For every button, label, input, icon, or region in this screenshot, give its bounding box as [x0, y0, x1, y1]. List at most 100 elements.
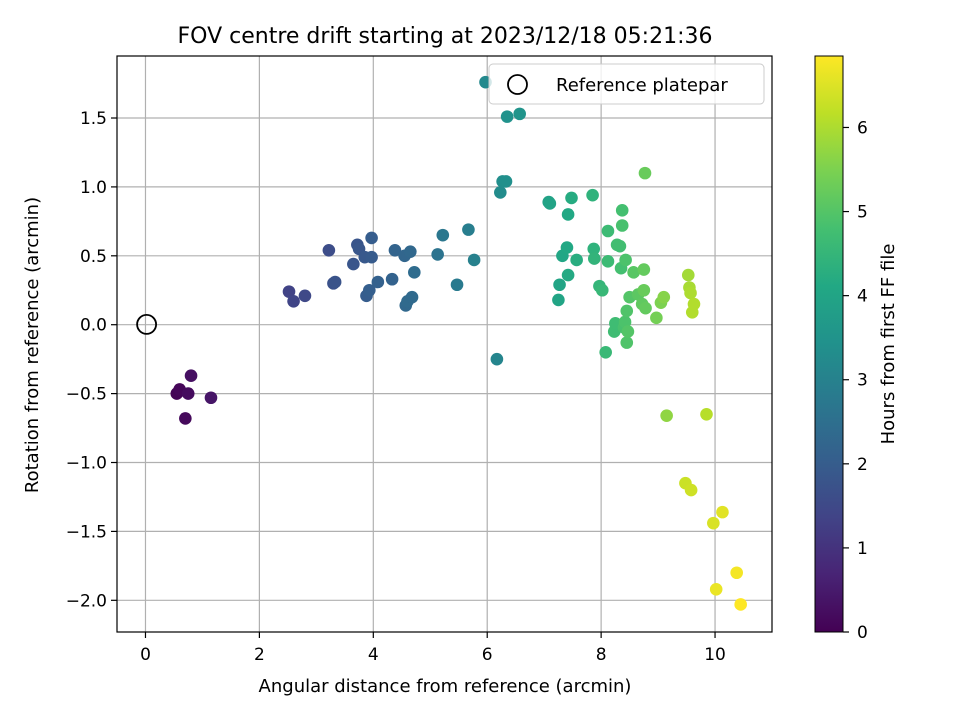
colorbar: 0 1 2 3 4 5 6 Hours from first FF file: [814, 55, 899, 643]
grid-lines: [117, 56, 772, 632]
data-point: [404, 245, 417, 258]
reference-point-marker: [136, 313, 158, 335]
y-tick-label: 0.0: [80, 316, 107, 336]
data-point: [734, 598, 747, 611]
data-point: [637, 283, 651, 297]
data-points: [170, 75, 747, 611]
data-point: [707, 516, 720, 530]
data-point: [462, 223, 475, 236]
data-point: [490, 352, 504, 366]
data-point: [561, 268, 575, 282]
data-point: [709, 582, 723, 596]
data-point: [513, 107, 526, 121]
data-point: [467, 253, 481, 267]
legend-box: [488, 63, 765, 105]
data-point: [179, 412, 192, 425]
data-point: [436, 228, 450, 242]
colorbar-label: Hours from first FF file: [878, 244, 899, 445]
data-point: [298, 289, 312, 303]
y-tick-label: 1.5: [80, 109, 107, 129]
y-axis-ticks: −2.0 −1.5 −1.0 −0.5 0.0 0.5 1.0 1.5: [66, 109, 117, 611]
colorbar-tick-label: 2: [857, 455, 868, 475]
data-point: [621, 325, 635, 338]
data-point: [553, 278, 566, 292]
legend-marker-icon: [507, 74, 528, 95]
colorbar-tick-label: 3: [857, 371, 868, 391]
data-point: [181, 387, 195, 400]
data-point: [287, 294, 300, 308]
data-point: [684, 483, 698, 497]
colorbar-tick-label: 6: [857, 118, 868, 138]
data-point: [639, 301, 652, 315]
data-point: [499, 175, 513, 188]
data-point: [282, 285, 296, 298]
data-point: [570, 253, 583, 267]
data-point: [620, 304, 634, 318]
data-point: [730, 566, 743, 580]
x-tick-label: 10: [704, 645, 726, 665]
colorbar-ticks: 0 1 2 3 4 5 6: [843, 118, 868, 643]
data-point: [618, 315, 632, 329]
data-point: [657, 290, 671, 304]
chart-title: FOV centre drift starting at 2023/12/18 …: [178, 24, 713, 49]
x-tick-label: 4: [368, 645, 379, 665]
data-point: [687, 297, 701, 311]
x-tick-label: 2: [254, 645, 265, 665]
data-point: [660, 409, 673, 422]
data-point: [601, 255, 615, 268]
y-tick-label: −1.5: [66, 522, 107, 542]
legend-label: Reference platepar: [556, 75, 728, 96]
data-point: [637, 263, 651, 276]
y-tick-label: −1.0: [66, 454, 107, 474]
data-point: [363, 283, 376, 297]
y-axis-label: Rotation from reference (arcmin): [22, 197, 43, 493]
y-tick-label: 1.0: [80, 178, 107, 198]
y-tick-label: −0.5: [66, 385, 107, 405]
data-point: [184, 369, 198, 382]
data-point: [560, 241, 574, 254]
data-point: [408, 266, 421, 279]
data-point: [684, 286, 697, 300]
data-point: [716, 505, 729, 519]
data-point: [565, 191, 578, 205]
y-tick-label: 0.5: [80, 247, 107, 267]
x-axis-ticks: 0 2 4 6 8 10: [140, 632, 726, 665]
x-tick-label: 8: [596, 645, 607, 665]
data-point: [619, 253, 632, 267]
data-point: [700, 407, 713, 421]
x-tick-label: 0: [140, 645, 151, 665]
plot-frame: [116, 55, 773, 633]
data-point: [595, 283, 609, 297]
legend: Reference platepar: [488, 63, 765, 105]
data-point: [587, 252, 601, 265]
data-point: [405, 290, 419, 304]
data-point: [599, 345, 612, 359]
y-tick-label: −2.0: [66, 591, 107, 611]
data-point: [650, 311, 663, 325]
colorbar-tick-label: 1: [857, 539, 868, 559]
data-point: [371, 275, 385, 289]
data-point: [601, 224, 615, 238]
data-point: [494, 186, 507, 199]
data-point: [450, 278, 464, 292]
x-axis-label: Angular distance from reference (arcmin): [259, 676, 632, 697]
data-point: [627, 266, 640, 279]
data-point: [322, 243, 336, 257]
data-point: [385, 272, 399, 286]
data-point: [204, 391, 218, 405]
data-point: [347, 257, 360, 271]
colorbar-tick-label: 5: [857, 203, 868, 223]
data-point: [681, 268, 695, 282]
data-point: [552, 293, 565, 307]
data-point: [620, 336, 634, 349]
data-point: [388, 243, 402, 257]
data-point: [500, 110, 514, 123]
x-tick-label: 6: [482, 645, 493, 665]
data-point: [328, 275, 342, 289]
data-point: [365, 231, 378, 245]
data-point: [613, 239, 627, 253]
colorbar-tick-label: 0: [857, 623, 868, 643]
data-point: [431, 248, 444, 261]
colorbar-gradient: [814, 55, 844, 633]
